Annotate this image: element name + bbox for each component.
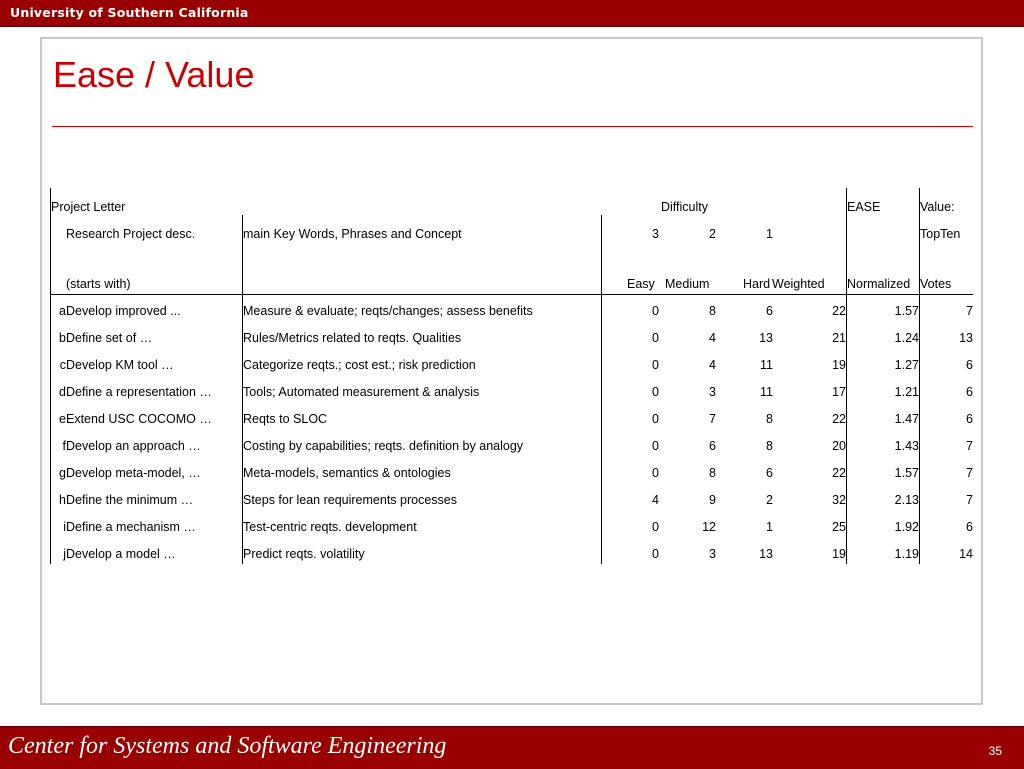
university-name: University of Southern California (10, 5, 249, 20)
slide-frame (40, 37, 983, 705)
title-divider (52, 126, 973, 127)
center-name: Center for Systems and Software Engineer… (8, 733, 447, 759)
bottom-banner: Center for Systems and Software Engineer… (0, 726, 1024, 769)
top-banner: University of Southern California (0, 0, 1024, 27)
page-number: 35 (988, 744, 1002, 758)
slide-title: Ease / Value (53, 54, 255, 95)
